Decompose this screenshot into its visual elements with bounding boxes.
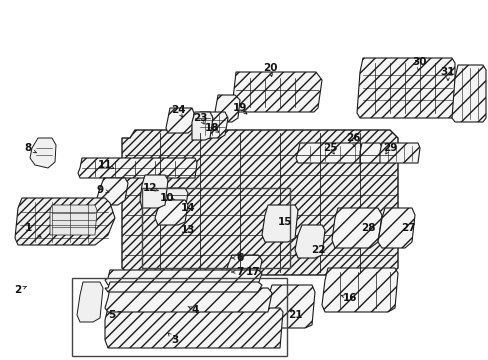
Polygon shape [359,143,381,163]
Text: 16: 16 [342,293,357,303]
Polygon shape [97,178,128,205]
Polygon shape [356,58,454,118]
Text: 19: 19 [232,103,246,113]
Polygon shape [165,108,194,133]
Polygon shape [105,270,262,285]
Polygon shape [50,205,97,235]
Polygon shape [105,308,283,348]
Text: 5: 5 [108,310,115,320]
Polygon shape [77,282,103,322]
Text: 15: 15 [277,217,292,227]
Text: 13: 13 [181,225,195,235]
Text: 4: 4 [191,305,198,315]
Text: 20: 20 [262,63,277,73]
Polygon shape [198,112,227,138]
Polygon shape [377,208,414,248]
Text: 8: 8 [24,143,32,153]
Text: 31: 31 [440,67,454,77]
Text: 14: 14 [181,203,195,213]
Text: 21: 21 [287,310,302,320]
Text: 7: 7 [236,267,243,277]
Polygon shape [331,208,381,248]
Polygon shape [262,205,297,242]
Polygon shape [30,138,56,168]
Polygon shape [192,112,213,140]
Text: 9: 9 [96,185,103,195]
Polygon shape [224,255,262,285]
Polygon shape [379,143,419,163]
Polygon shape [78,158,197,178]
Text: 22: 22 [310,245,325,255]
Polygon shape [15,198,115,245]
Polygon shape [160,188,187,212]
Text: 27: 27 [400,223,414,233]
Text: 11: 11 [98,160,112,170]
Text: 24: 24 [170,105,185,115]
Text: 18: 18 [204,123,219,133]
Text: 17: 17 [245,267,260,277]
Polygon shape [231,72,321,112]
Polygon shape [321,268,397,312]
Polygon shape [294,225,325,258]
Text: 23: 23 [192,113,207,123]
Text: 1: 1 [24,223,32,233]
Polygon shape [295,143,361,163]
Text: 12: 12 [142,183,157,193]
Polygon shape [122,130,397,275]
Text: 26: 26 [345,133,360,143]
Text: 30: 30 [412,57,427,67]
Text: 29: 29 [382,143,396,153]
Polygon shape [451,65,485,122]
Text: 3: 3 [171,335,178,345]
Polygon shape [105,288,271,312]
Polygon shape [264,285,314,328]
Text: 10: 10 [160,193,174,203]
Polygon shape [140,175,168,208]
Text: 6: 6 [236,253,243,263]
Polygon shape [105,282,262,292]
Text: 25: 25 [322,143,337,153]
Polygon shape [155,200,187,225]
Text: 2: 2 [14,285,21,295]
Bar [142,188,289,268]
Polygon shape [215,95,240,122]
Bar [72,278,286,356]
Text: 28: 28 [360,223,374,233]
